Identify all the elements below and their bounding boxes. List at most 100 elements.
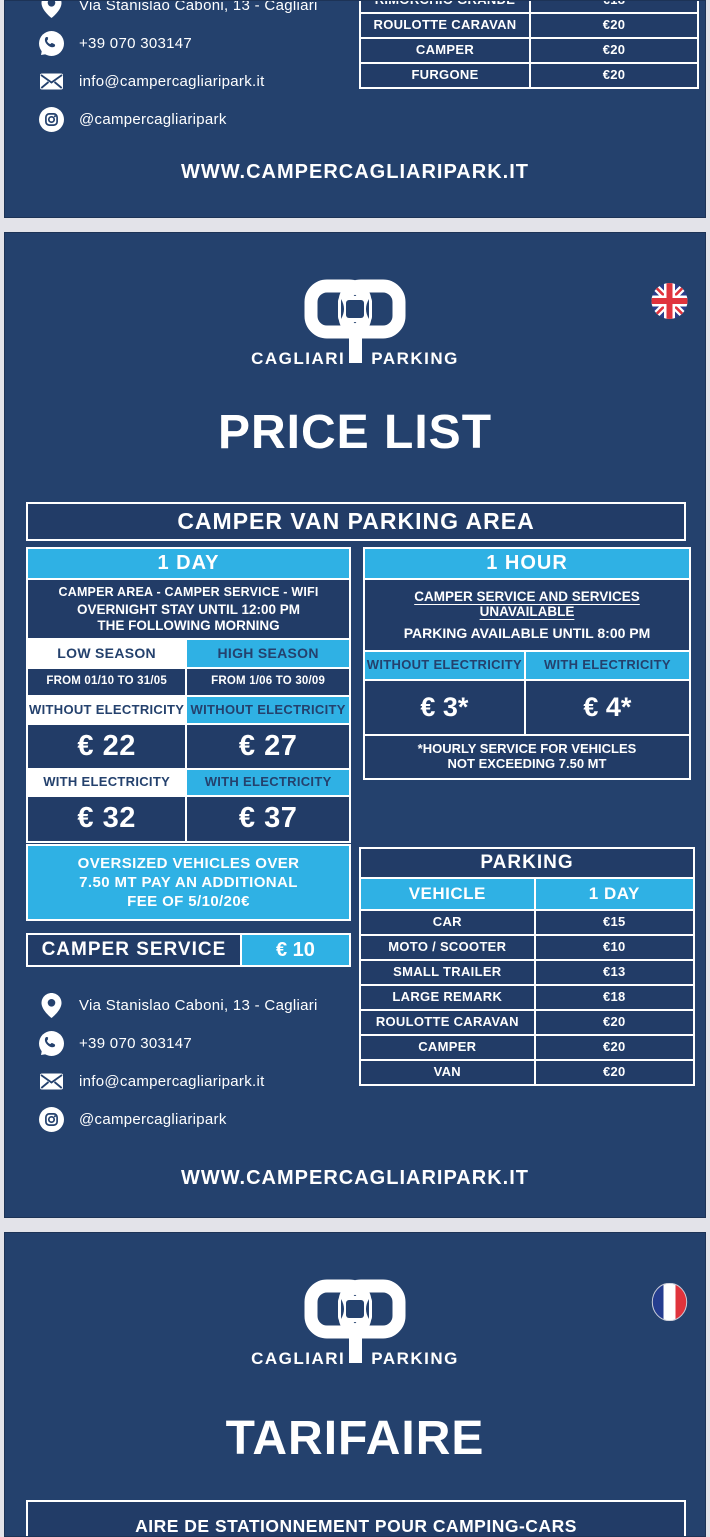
logo-word-left: CAGLIARI: [251, 1349, 346, 1368]
vehicle-cell: VAN: [361, 1061, 534, 1084]
location-pin-icon: [41, 993, 62, 1018]
hour-note1: CAMPER SERVICE AND SERVICES UNAVAILABLE: [414, 588, 640, 620]
france-flag-icon: [651, 1283, 688, 1321]
price-cell: €20: [533, 1036, 693, 1059]
contact-instagram: @campercagliaripark: [39, 107, 318, 132]
vehicle-cell: ROULOTTE CARAVAN: [361, 1011, 534, 1034]
contact-email: info@campercagliaripark.it: [39, 1069, 318, 1094]
instagram-text: @campercagliaripark: [79, 111, 227, 128]
with-electricity-label: WITH ELECTRICITY: [28, 770, 186, 795]
price-cell: €20: [529, 64, 697, 87]
contact-phone: +39 070 303147: [39, 1031, 318, 1056]
contact-address: Via Stanislao Caboni, 13 - Cagliari: [39, 0, 318, 18]
vehicle-price-table: RIMORCHIO GRANDE €18 ROULOTTE CARAVAN €2…: [359, 1, 699, 89]
whatsapp-icon: [39, 1031, 64, 1056]
logo-wordmark: CAGLIARI PARKING: [5, 349, 705, 369]
mail-icon: [39, 1072, 64, 1091]
one-day-header: 1 DAY: [28, 549, 349, 578]
price-cell: €10: [533, 936, 693, 959]
section-header: AIRE DE STATIONNEMENT POUR CAMPING-CARS: [26, 1500, 686, 1536]
table-row: FURGONE €20: [361, 62, 697, 87]
price-cell: €18: [529, 1, 697, 12]
mail-icon: [39, 72, 64, 91]
cp-monogram-icon: [301, 1279, 409, 1365]
with-electricity-label: WITH ELECTRICITY: [523, 652, 689, 679]
vehicle-cell: FURGONE: [361, 64, 529, 87]
price-cell: €20: [533, 1061, 693, 1084]
vehicle-cell: LARGE REMARK: [361, 986, 534, 1009]
hour-footnote: *HOURLY SERVICE FOR VEHICLES NOT EXCEEDI…: [365, 736, 689, 778]
one-day-table: 1 DAY CAMPER AREA - CAMPER SERVICE - WIF…: [26, 547, 351, 843]
vehicle-cell: RIMORCHIO GRANDE: [361, 1, 529, 12]
page-title: PRICE LIST: [217, 406, 493, 459]
parking-title: PARKING: [361, 849, 693, 877]
low-season-dates: FROM 01/10 TO 31/05: [28, 669, 186, 695]
phone-text: +39 070 303147: [79, 1035, 193, 1052]
email-text: info@campercagliaripark.it: [79, 1073, 265, 1090]
vehicle-cell: ROULOTTE CARAVAN: [361, 14, 529, 37]
website-text: WWW.CAMPERCAGLIARIPARK.IT: [181, 161, 529, 183]
website-text: WWW.CAMPERCAGLIARIPARK.IT: [181, 1167, 529, 1189]
one-hour-header: 1 HOUR: [365, 549, 689, 578]
oversized-vehicles-note: OVERSIZED VEHICLES OVER 7.50 MT PAY AN A…: [26, 844, 351, 921]
camper-service-row: CAMPER SERVICE € 10: [26, 933, 351, 967]
oversized-line1: OVERSIZED VEHICLES OVER: [77, 855, 300, 872]
contact-list: Via Stanislao Caboni, 13 - Cagliari +39 …: [39, 0, 318, 145]
vehicle-cell: CAMPER: [361, 39, 529, 62]
contact-phone: +39 070 303147: [39, 31, 318, 56]
whatsapp-icon: [39, 31, 64, 56]
page-title: TARIFAIRE: [225, 1412, 485, 1465]
vehicle-cell: CAR: [361, 911, 534, 934]
logo-word-right: PARKING: [371, 349, 459, 368]
instagram-icon: [39, 1107, 64, 1132]
with-electricity-label: WITH ELECTRICITY: [185, 770, 349, 795]
french-price-panel: CAGLIARI PARKING TARIFAIRE AIRE DE STATI…: [4, 1232, 706, 1537]
address-text: Via Stanislao Caboni, 13 - Cagliari: [79, 0, 318, 14]
high-season-label: HIGH SEASON: [185, 640, 349, 667]
price-cell: €20: [529, 39, 697, 62]
one-hour-table: 1 HOUR CAMPER SERVICE AND SERVICES UNAVA…: [363, 547, 691, 780]
low-without-price: € 22: [28, 725, 186, 768]
camper-service-label: CAMPER SERVICE: [28, 935, 240, 965]
cagliari-parking-logo: CAGLIARI PARKING: [5, 279, 705, 369]
email-text: info@campercagliaripark.it: [79, 73, 265, 90]
logo-wordmark: CAGLIARI PARKING: [5, 1349, 705, 1369]
contact-list: Via Stanislao Caboni, 13 - Cagliari +39 …: [39, 993, 318, 1145]
italian-price-panel: Via Stanislao Caboni, 13 - Cagliari +39 …: [4, 0, 706, 218]
hour-with-price: € 4*: [523, 681, 689, 734]
instagram-icon: [39, 107, 64, 132]
high-with-price: € 37: [185, 797, 349, 841]
without-electricity-label: WITHOUT ELECTRICITY: [28, 697, 186, 723]
stay-line2: THE FOLLOWING MORNING: [97, 617, 280, 633]
price-cell: €20: [529, 14, 697, 37]
contact-address: Via Stanislao Caboni, 13 - Cagliari: [39, 993, 318, 1018]
table-row: ROULOTTE CARAVAN €20: [361, 12, 697, 37]
price-cell: €13: [533, 961, 693, 984]
one-hour-info: CAMPER SERVICE AND SERVICES UNAVAILABLE …: [365, 580, 689, 650]
high-season-dates: FROM 1/06 TO 30/09: [185, 669, 349, 695]
vehicle-cell: MOTO / SCOOTER: [361, 936, 534, 959]
contact-instagram: @campercagliaripark: [39, 1107, 318, 1132]
cp-monogram-icon: [301, 279, 409, 365]
table-row: CAMPER €20: [361, 37, 697, 62]
footnote-line2: NOT EXCEEDING 7.50 MT: [447, 756, 607, 771]
low-with-price: € 32: [28, 797, 186, 841]
price-cell: €20: [533, 1011, 693, 1034]
high-without-price: € 27: [185, 725, 349, 768]
hour-without-price: € 3*: [365, 681, 524, 734]
location-pin-icon: [41, 1, 62, 18]
col-header-vehicle: VEHICLE: [361, 879, 534, 909]
cagliari-parking-logo: CAGLIARI PARKING: [5, 1279, 705, 1369]
uk-flag-icon: [651, 283, 688, 319]
footnote-line1: *HOURLY SERVICE FOR VEHICLES: [417, 741, 637, 757]
without-electricity-label: WITHOUT ELECTRICITY: [185, 697, 349, 723]
services-line: CAMPER AREA - CAMPER SERVICE - WIFI: [58, 584, 319, 599]
without-electricity-label: WITHOUT ELECTRICITY: [365, 652, 524, 679]
price-cell: €15: [533, 911, 693, 934]
one-day-info: CAMPER AREA - CAMPER SERVICE - WIFI OVER…: [28, 580, 349, 638]
camper-service-price: € 10: [239, 935, 349, 965]
logo-word-left: CAGLIARI: [251, 349, 346, 368]
hour-note2: PARKING AVAILABLE UNTIL 8:00 PM: [403, 624, 651, 641]
stay-line1: OVERNIGHT STAY UNTIL 12:00 PM: [76, 602, 301, 618]
